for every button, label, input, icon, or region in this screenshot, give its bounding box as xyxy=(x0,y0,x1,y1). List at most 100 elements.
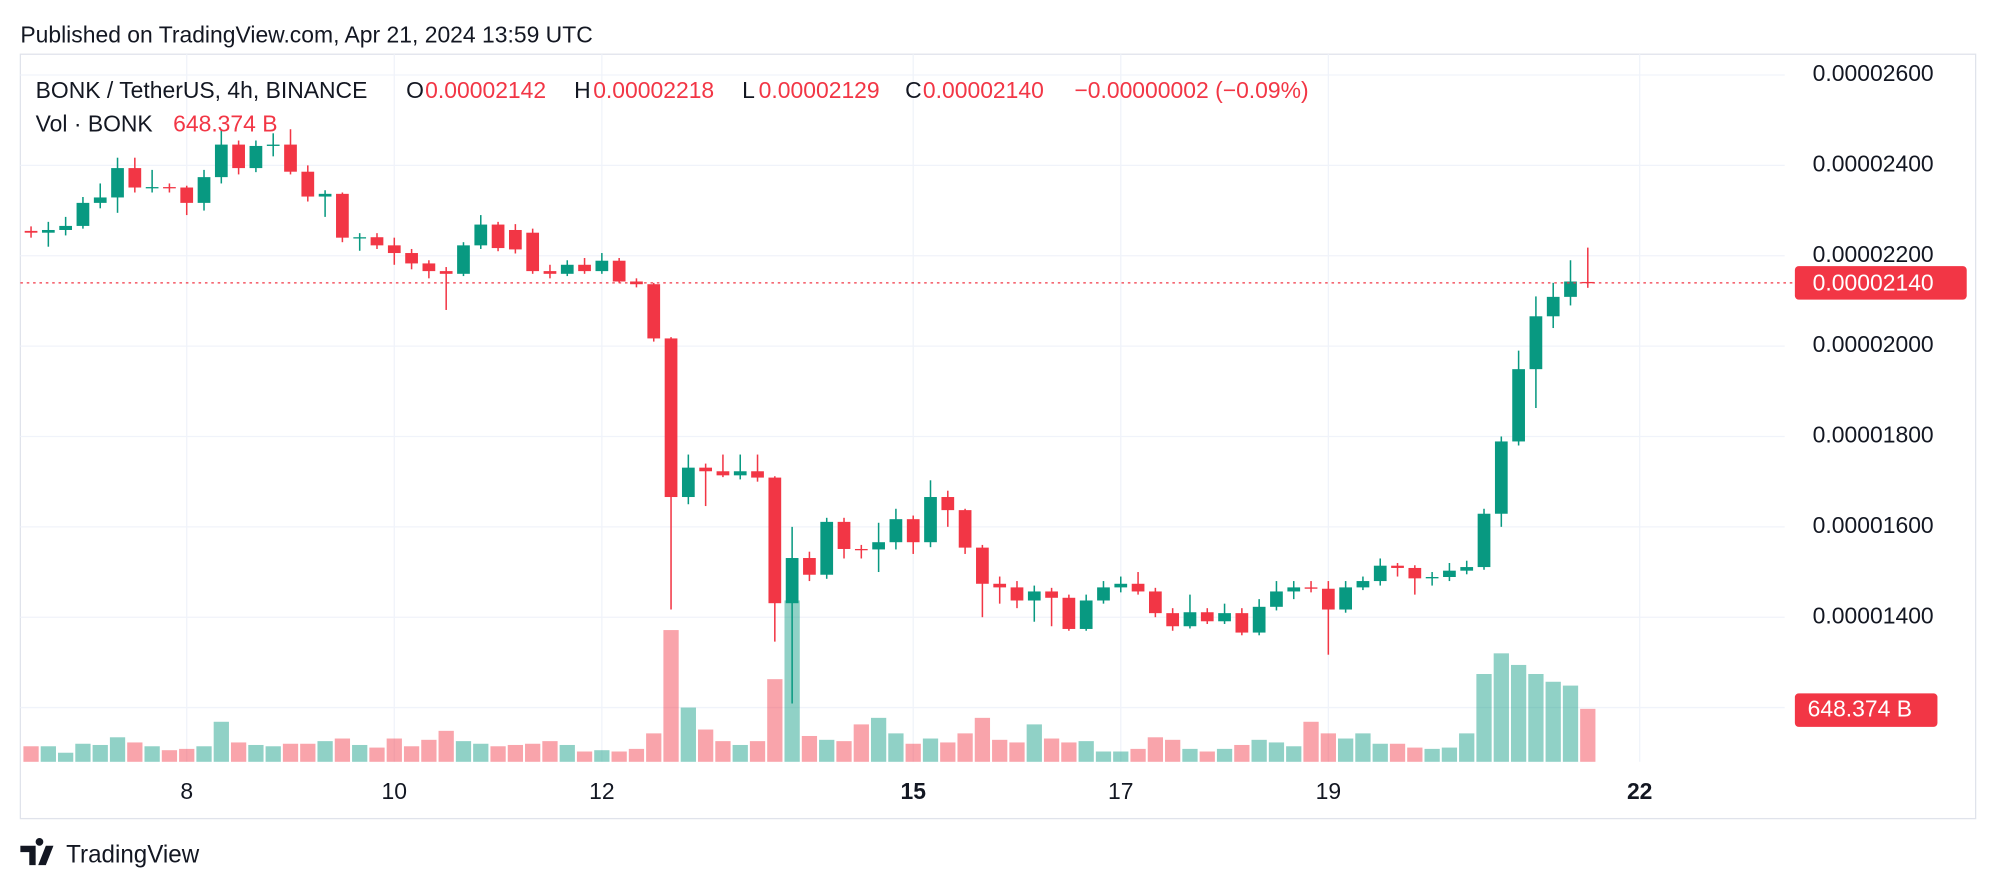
candle-body xyxy=(1512,369,1525,442)
candle-body xyxy=(595,260,609,272)
y-tick-label: 0.00002600 xyxy=(1813,60,1934,86)
candle-body xyxy=(474,224,488,246)
volume-bar xyxy=(1286,746,1302,762)
candle-body xyxy=(1321,588,1335,610)
logo-icon xyxy=(20,837,54,866)
volume-bar xyxy=(611,751,627,762)
candle-body xyxy=(1062,597,1076,629)
volume-bar xyxy=(386,738,402,762)
candle-body xyxy=(249,145,263,169)
volume-bar xyxy=(75,743,91,762)
volume-bar xyxy=(732,744,748,762)
candle-body xyxy=(976,547,989,584)
candle-body xyxy=(214,144,228,178)
volume-bar xyxy=(1182,748,1198,762)
candle-body xyxy=(197,177,211,203)
candle-body xyxy=(578,264,591,272)
candle-body xyxy=(318,193,332,197)
candle-body xyxy=(1131,583,1145,592)
candle-body xyxy=(820,521,834,575)
candle-body xyxy=(1339,587,1353,610)
volume-bar xyxy=(300,743,316,762)
candle-body xyxy=(647,284,661,339)
candle-body xyxy=(1477,513,1491,568)
ohlc-value: 0.00002142 xyxy=(425,77,546,103)
volume-bar xyxy=(1113,751,1129,762)
candle-body xyxy=(405,253,418,264)
volume-bar xyxy=(1043,738,1060,762)
volume-bar xyxy=(646,733,662,762)
candle-body xyxy=(1460,567,1474,571)
volume-bar xyxy=(1389,743,1406,762)
axes: 0.00002600 0.00002400 0.00002200 0.00002000… xyxy=(180,60,1967,804)
symbol: BONK / TetherUS, 4h, BINANCE xyxy=(36,77,368,103)
candle-body xyxy=(111,168,124,198)
volume-bar xyxy=(1061,742,1077,762)
volume-bar xyxy=(576,751,593,762)
volume-bar xyxy=(698,729,714,762)
volume-bar xyxy=(1268,742,1285,762)
volume-bar xyxy=(230,742,247,762)
volume-bar xyxy=(1078,741,1094,762)
ohlc-value: 0.00002140 xyxy=(923,77,1044,103)
candle-body xyxy=(491,224,505,249)
volume-bar xyxy=(1407,747,1423,762)
volume-bar xyxy=(870,717,887,762)
volume-bar xyxy=(1095,751,1112,762)
brand-logo: TradingView xyxy=(20,837,200,869)
volume-bar xyxy=(1441,747,1458,762)
y-tick-label: 0.00001600 xyxy=(1813,512,1934,538)
ohlc-value: 0.00002218 xyxy=(593,77,714,103)
volume-bar xyxy=(317,741,333,762)
candle-body xyxy=(180,187,194,203)
brand-name: TradingView xyxy=(66,841,199,868)
volume-bar xyxy=(23,746,39,762)
volume-bar xyxy=(680,707,696,762)
volume-bar xyxy=(490,746,506,762)
volume-bar xyxy=(559,744,575,762)
volume-bar xyxy=(1493,653,1509,762)
volume-bar xyxy=(1130,748,1146,762)
volume-bar xyxy=(1545,681,1561,762)
volume-bar xyxy=(525,743,541,762)
volume-bar xyxy=(905,743,921,762)
volume-bar xyxy=(819,739,835,762)
candle-body xyxy=(872,542,885,550)
legend: BONK / TetherUS, 4h, BINANCE O 0.0000214… xyxy=(36,77,1309,137)
candle-body xyxy=(163,187,176,189)
volume-bar xyxy=(1216,748,1233,762)
candle-body xyxy=(232,144,245,169)
volume-bar xyxy=(1251,739,1267,762)
y-tick-label: 0.00001800 xyxy=(1813,421,1934,447)
candle-body xyxy=(59,225,73,230)
y-tick-label: 0.00002000 xyxy=(1813,331,1934,357)
volume-bar xyxy=(127,742,143,762)
volume-bar xyxy=(628,748,645,762)
candle-body xyxy=(1529,316,1543,370)
volume-bar xyxy=(109,737,126,762)
volume-bar xyxy=(196,746,212,762)
candle-body xyxy=(1200,612,1214,622)
candle-body xyxy=(1356,581,1370,588)
candles xyxy=(20,129,1795,704)
candle-body xyxy=(1079,600,1093,629)
published-note: Published on TradingView.com, Apr 21, 20… xyxy=(20,21,592,47)
candle-body xyxy=(1270,591,1283,607)
volume-value: 648.374 B xyxy=(173,110,277,136)
candle-body xyxy=(24,230,38,233)
volume-bar xyxy=(767,679,783,762)
candle-body xyxy=(543,271,557,274)
candle-body xyxy=(733,471,747,476)
volume-bar xyxy=(1320,733,1336,762)
candle-body xyxy=(1235,613,1249,633)
volume-bar xyxy=(1147,737,1164,762)
candle-body xyxy=(457,245,470,274)
volume-bar xyxy=(1009,742,1025,762)
volume-bar xyxy=(542,741,558,762)
x-tick-label: 10 xyxy=(382,778,407,804)
volume-bar xyxy=(715,741,731,762)
candle-body xyxy=(1027,591,1041,601)
candle-body xyxy=(353,237,367,239)
candle-body xyxy=(387,245,401,254)
